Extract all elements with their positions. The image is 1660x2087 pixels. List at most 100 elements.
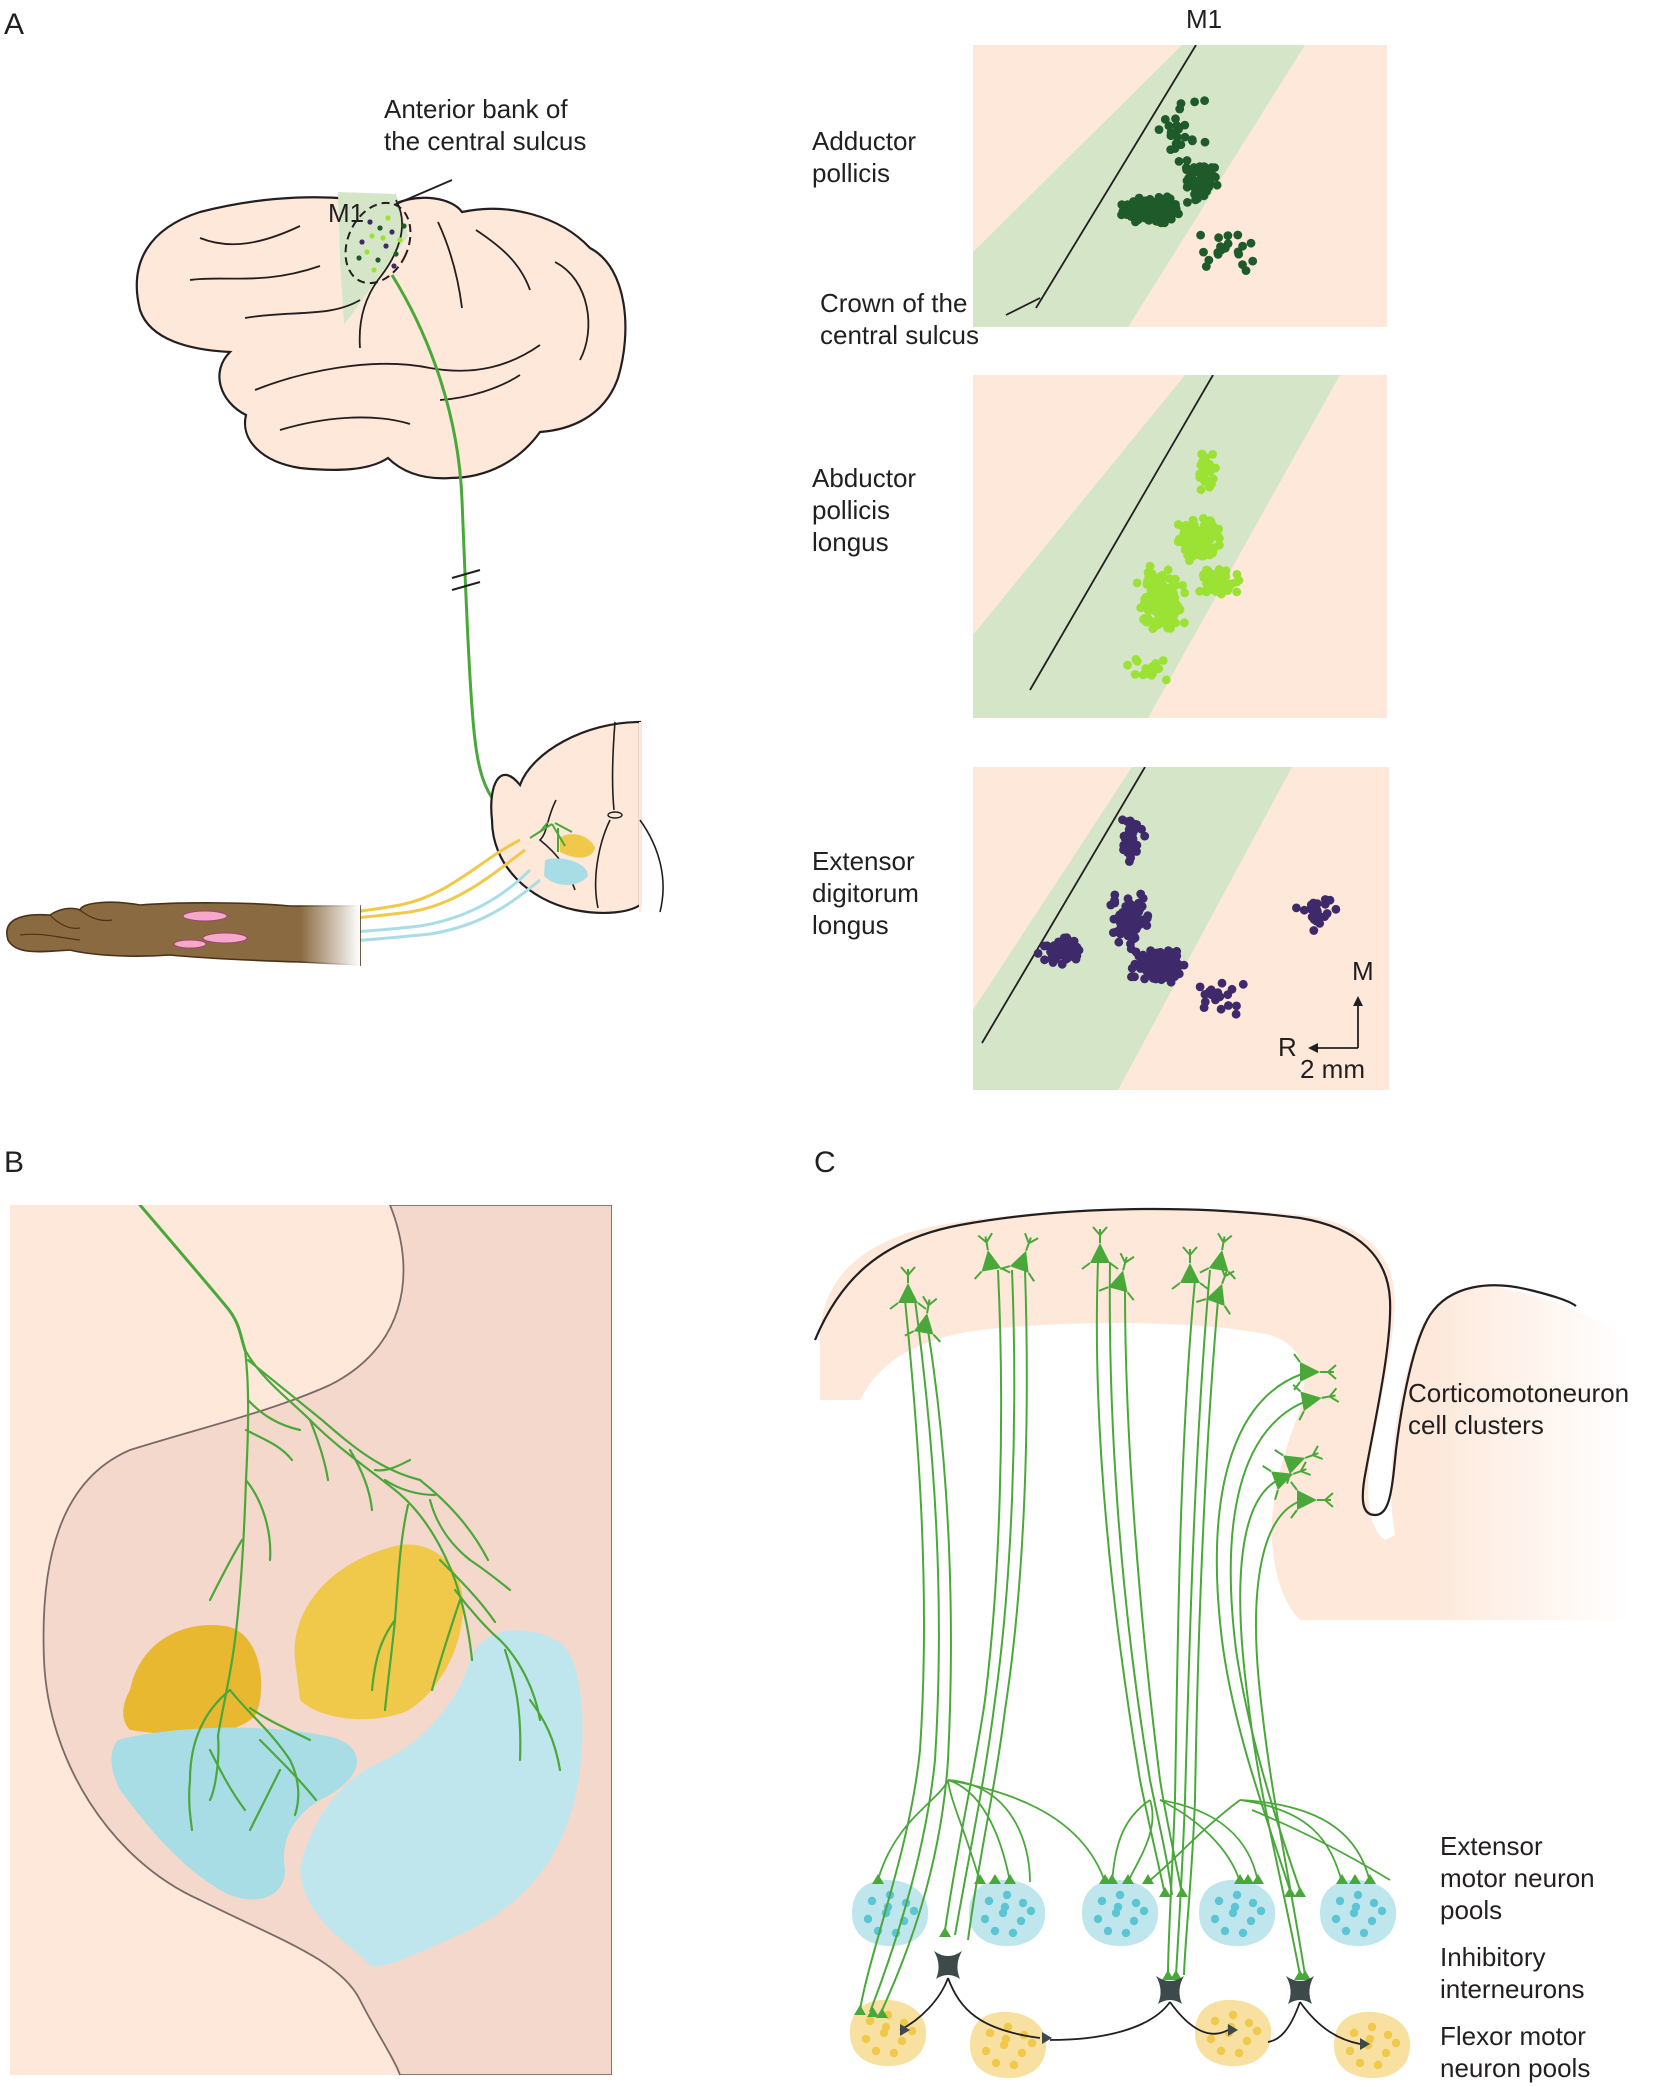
adductor-point (1210, 163, 1219, 173)
inhibitory-interneuron (934, 1951, 962, 1979)
adductor-point (1233, 230, 1243, 240)
descending-axon (1229, 1401, 1305, 1891)
pyramidal-neuron (1196, 1265, 1235, 1315)
pyramidal-neuron (1098, 1252, 1135, 1301)
adductor-point (1171, 139, 1181, 149)
synaptic-terminal (989, 1874, 1001, 1884)
synaptic-terminal (1294, 1887, 1306, 1897)
extensor-motor-pool (1320, 1879, 1397, 1947)
corticomotoneuron-line-1: Corticomotoneuron (1408, 1378, 1629, 1408)
flexor-motor-pool (970, 2011, 1047, 2079)
adductor-point (1212, 180, 1222, 190)
monkey-brain: M1 Anterior bank of the central sulcus (135, 94, 627, 480)
extensor-point (1135, 951, 1144, 961)
scale-length-label: 2 mm (1300, 1054, 1365, 1084)
adductor-point (1234, 249, 1244, 259)
abductor-point (1152, 575, 1161, 585)
descending-axon (859, 1299, 926, 2011)
adductor-point (1159, 213, 1169, 223)
adductor-point (1204, 255, 1214, 265)
brain-dots (356, 215, 407, 273)
extensor-line-1: Extensor (812, 846, 915, 876)
map-abductor-pollicis-longus (973, 375, 1387, 718)
corticomotoneuron-line-2: cell clusters (1408, 1410, 1544, 1440)
inhibitory-line-1: Inhibitory (1440, 1942, 1546, 1972)
pyramidal-neuron (1274, 1445, 1324, 1484)
synaptic-terminal (1349, 1874, 1361, 1884)
pyramidal-neuron (1262, 1461, 1312, 1500)
extensor-pools-line-3: pools (1440, 1895, 1502, 1925)
axon-break-marks (451, 569, 481, 591)
adductor-line-1: Adductor (812, 126, 916, 156)
abductor-line-2: pollicis (812, 495, 890, 525)
abductor-point (1206, 582, 1215, 592)
abductor-point (1151, 659, 1160, 668)
adductor-point (1216, 242, 1225, 252)
extensor-point (1150, 957, 1159, 967)
extensor-point (1128, 835, 1138, 845)
axon-collateral (1159, 1799, 1259, 1883)
abductor-point (1201, 475, 1210, 484)
flexor-line-1: Flexor motor (1440, 2021, 1586, 2051)
abductor-point (1203, 459, 1213, 469)
axon-collateral (947, 1779, 1031, 1883)
pyramidal-neuron (1293, 1353, 1337, 1391)
extensor-point (1216, 1004, 1226, 1014)
extensor-point (1123, 894, 1133, 904)
crown-pointer (1005, 297, 1041, 316)
panel-c: C Corticomotoneuron cell clusters Extens… (813, 1146, 1630, 2083)
abductor-point (1167, 582, 1177, 591)
panel-c-letter: C (814, 1146, 836, 1179)
extensor-point (1046, 947, 1055, 957)
adductor-point (1223, 239, 1233, 249)
inhibitory-terminal (900, 2024, 910, 2036)
extensor-point (1136, 889, 1146, 899)
abductor-point (1214, 565, 1224, 574)
synaptic-terminal (1162, 1970, 1174, 1980)
synaptic-terminal (1004, 1874, 1016, 1884)
abductor-point (1138, 670, 1148, 680)
descending-axon (1183, 1299, 1219, 1976)
extensor-point (1140, 831, 1150, 841)
axon-collateral (1127, 1799, 1154, 1883)
abductor-point (1163, 565, 1173, 575)
abductor-point (1195, 586, 1205, 596)
descending-axon (954, 1269, 1016, 1936)
pyramidal-neuron (889, 1266, 927, 1310)
synaptic-terminal (1284, 1887, 1296, 1897)
panel-a-letter: A (4, 8, 24, 41)
synaptic-terminal (1176, 1887, 1188, 1897)
extensor-motor-pool (852, 1879, 929, 1947)
adductor-point (1199, 247, 1208, 257)
extensor-point (1124, 829, 1133, 838)
extensor-point (1299, 905, 1309, 915)
abductor-point (1234, 575, 1244, 585)
adductor-point (1213, 250, 1223, 259)
synaptic-terminal (1142, 1874, 1154, 1884)
abductor-point (1165, 614, 1174, 623)
extensor-point (1224, 1001, 1233, 1010)
extensor-point (1223, 990, 1233, 1000)
abductor-point (1123, 660, 1132, 670)
axon-collateral (947, 1779, 981, 1883)
adductor-point (1154, 125, 1164, 134)
pyramidal-neuron (1292, 1383, 1340, 1421)
adductor-point (1223, 231, 1233, 241)
abductor-point (1144, 572, 1154, 581)
descending-axon (944, 1269, 1003, 1931)
extensor-point (1306, 900, 1316, 910)
inhibitory-terminal (1042, 2032, 1052, 2044)
synaptic-terminal (974, 1874, 986, 1884)
extensor-point (1320, 899, 1330, 909)
extensor-pools-line-1: Extensor (1440, 1831, 1543, 1861)
adductor-point (1174, 157, 1184, 166)
abductor-point (1202, 565, 1211, 575)
extensor-point (1307, 912, 1317, 922)
synaptic-terminal (1159, 1887, 1171, 1897)
flexor-motor-pool (1334, 2011, 1411, 2079)
synaptic-terminal (872, 1874, 884, 1884)
abductor-point (1196, 549, 1206, 559)
flexor-motor-pool (1195, 1999, 1272, 2067)
extensor-point (1331, 904, 1341, 914)
adductor-point (1171, 114, 1180, 124)
